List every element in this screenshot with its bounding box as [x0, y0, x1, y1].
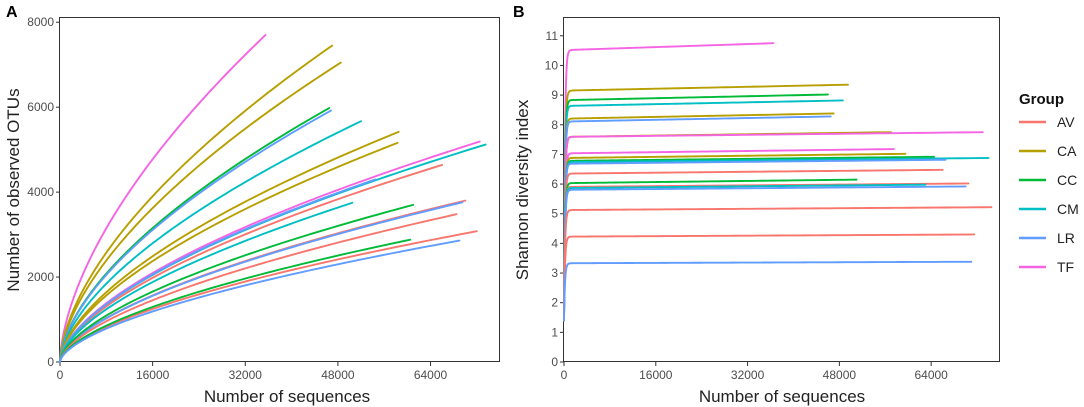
curve-av: [59, 213, 458, 363]
legend-label-tf: TF: [1057, 259, 1074, 275]
panel-a-x-tick-label: 48000: [321, 368, 355, 382]
panel-a-plot-area: [59, 17, 500, 362]
panel-a-x-tick-label: 0: [57, 368, 64, 382]
curve-ca: [563, 83, 849, 322]
panel-b: B 0 16000 32000 48000 64000 0 1 2 3 4 5 6 7 8 9 10 11 N…: [513, 4, 1000, 406]
panel-b-y-tick-label: 5: [551, 207, 558, 221]
legend-items: AV CA CC CM LR TF: [1019, 114, 1079, 275]
panel-b-series: [563, 42, 993, 322]
panel-a-series: [59, 34, 487, 363]
panel-b-y-tick-label: 3: [551, 266, 558, 280]
curve-cm: [563, 157, 990, 322]
panel-a-x-tick-label: 32000: [229, 368, 263, 382]
curve-lr: [563, 115, 832, 322]
curve-cm: [563, 183, 927, 322]
curve-cc: [563, 155, 935, 322]
legend-title: Group: [1019, 91, 1064, 108]
curve-lr: [59, 239, 461, 363]
panel-a-y-tick-label: 6000: [27, 100, 54, 114]
panel-a: A 0 16000 32000 48000 64000 0 2000 4000 6000 800…: [4, 4, 500, 406]
curve-lr: [563, 158, 947, 322]
panel-a-label: A: [6, 4, 18, 21]
panel-b-x-tick-label: 0: [561, 368, 568, 382]
curve-cc: [563, 93, 829, 322]
curve-av: [563, 233, 976, 322]
curve-cm: [59, 120, 362, 363]
curve-lr: [563, 185, 967, 322]
panel-b-x-axis: 0 16000 32000 48000 64000: [561, 362, 948, 382]
panel-b-x-tick-label: 32000: [731, 368, 765, 382]
panel-b-y-axis: 0 1 2 3 4 5 6 7 8 9 10 11: [545, 29, 564, 369]
curve-lr: [59, 109, 332, 363]
panel-b-y-tick-label: 11: [546, 29, 559, 43]
curve-lr: [59, 178, 377, 363]
curve-av: [563, 206, 993, 322]
panel-a-y-tick-label: 8000: [27, 15, 54, 29]
panel-b-x-tick-label: 48000: [823, 368, 857, 382]
panel-b-x-title: Number of sequences: [699, 387, 865, 406]
legend-label-lr: LR: [1057, 230, 1075, 246]
legend-label-ca: CA: [1057, 143, 1077, 159]
curve-ca: [563, 152, 907, 322]
panel-b-y-tick-label: 4: [551, 236, 558, 250]
panel-b-y-tick-label: 8: [551, 118, 558, 132]
curve-cm: [563, 99, 844, 322]
curve-cc: [59, 203, 415, 363]
curve-tf: [563, 148, 895, 322]
curve-tf: [563, 131, 984, 322]
panel-b-y-tick-label: 7: [551, 147, 558, 161]
panel-b-y-tick-label: 0: [551, 355, 558, 369]
panel-a-y-title: Number of observed OTUs: [4, 88, 23, 291]
panel-b-label: B: [513, 4, 525, 21]
legend-label-av: AV: [1057, 114, 1075, 130]
panel-a-y-tick-label: 4000: [27, 185, 54, 199]
panel-a-x-title: Number of sequences: [204, 387, 370, 406]
curve-tf: [563, 42, 775, 322]
panel-a-y-axis: 0 2000 4000 6000 8000: [27, 15, 60, 369]
curve-ca: [563, 112, 835, 322]
legend-label-cm: CM: [1057, 201, 1079, 217]
curve-tf: [59, 34, 267, 363]
panel-b-y-tick-label: 9: [551, 88, 558, 102]
curve-lr: [563, 260, 973, 322]
curve-ca: [59, 141, 399, 363]
panel-b-x-tick-label: 16000: [639, 368, 673, 382]
panel-b-y-tick-label: 6: [551, 177, 558, 191]
panel-b-x-tick-label: 64000: [914, 368, 948, 382]
panel-a-y-tick-label: 2000: [27, 270, 54, 284]
panel-b-y-title: Shannon diversity index: [513, 99, 532, 280]
panel-b-y-tick-label: 2: [551, 296, 558, 310]
legend-label-cc: CC: [1057, 172, 1077, 188]
curve-ca: [59, 61, 342, 363]
panel-a-x-axis: 0 16000 32000 48000 64000: [57, 362, 448, 382]
panel-a-x-tick-label: 16000: [136, 368, 170, 382]
panel-b-y-tick-label: 10: [545, 58, 559, 72]
panel-a-x-tick-label: 64000: [414, 368, 448, 382]
panel-a-y-tick-label: 0: [47, 355, 54, 369]
curve-cm: [59, 201, 354, 363]
curve-cc: [563, 178, 858, 322]
curve-av: [563, 168, 944, 322]
panel-b-y-tick-label: 1: [551, 325, 558, 339]
legend: Group AV CA CC CM LR TF: [1019, 91, 1079, 275]
